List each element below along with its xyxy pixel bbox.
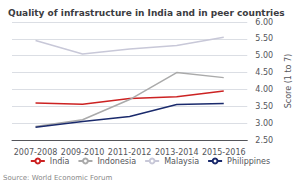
- svg-text:3.00: 3.00: [255, 119, 273, 128]
- svg-text:2007-2008: 2007-2008: [14, 148, 58, 157]
- svg-text:2009-2010: 2009-2010: [61, 148, 105, 157]
- svg-text:6.00: 6.00: [255, 18, 273, 27]
- svg-text:5.00: 5.00: [255, 51, 273, 60]
- svg-text:2011-2012: 2011-2012: [108, 148, 152, 157]
- svg-text:5.50: 5.50: [255, 34, 273, 43]
- svg-text:Malaysia: Malaysia: [164, 157, 199, 166]
- svg-text:Quality of infrastructure in I: Quality of infrastructure in India and i…: [8, 8, 285, 18]
- svg-text:Philippines: Philippines: [227, 157, 270, 166]
- svg-text:2015-2016: 2015-2016: [202, 148, 246, 157]
- svg-text:Source: World Economic Forum: Source: World Economic Forum: [3, 174, 112, 182]
- svg-text:India: India: [50, 157, 70, 166]
- svg-text:Indonesia: Indonesia: [97, 157, 136, 166]
- svg-text:2013-2014: 2013-2014: [155, 148, 199, 157]
- svg-text:4.50: 4.50: [255, 68, 273, 77]
- svg-text:2.50: 2.50: [255, 136, 273, 145]
- svg-text:Score (1 to 7): Score (1 to 7): [284, 54, 293, 109]
- svg-text:4.00: 4.00: [255, 85, 273, 94]
- svg-text:3.50: 3.50: [255, 102, 273, 111]
